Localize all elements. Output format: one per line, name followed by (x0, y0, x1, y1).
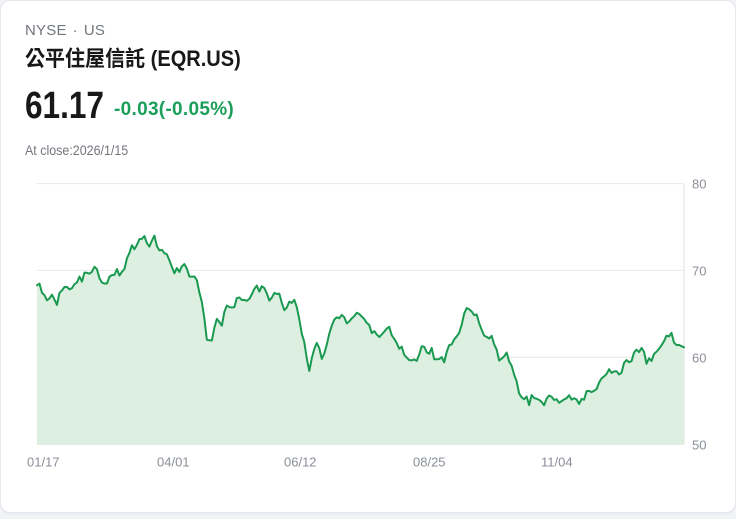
svg-text:08/25: 08/25 (413, 454, 446, 469)
svg-text:80: 80 (692, 177, 706, 192)
svg-text:60: 60 (692, 350, 706, 365)
svg-text:11/04: 11/04 (541, 454, 573, 469)
svg-text:50: 50 (692, 437, 706, 452)
svg-text:06/12: 06/12 (284, 454, 317, 469)
svg-text:04/01: 04/01 (157, 454, 190, 469)
svg-text:01/17: 01/17 (27, 454, 60, 469)
svg-text:70: 70 (692, 263, 706, 278)
